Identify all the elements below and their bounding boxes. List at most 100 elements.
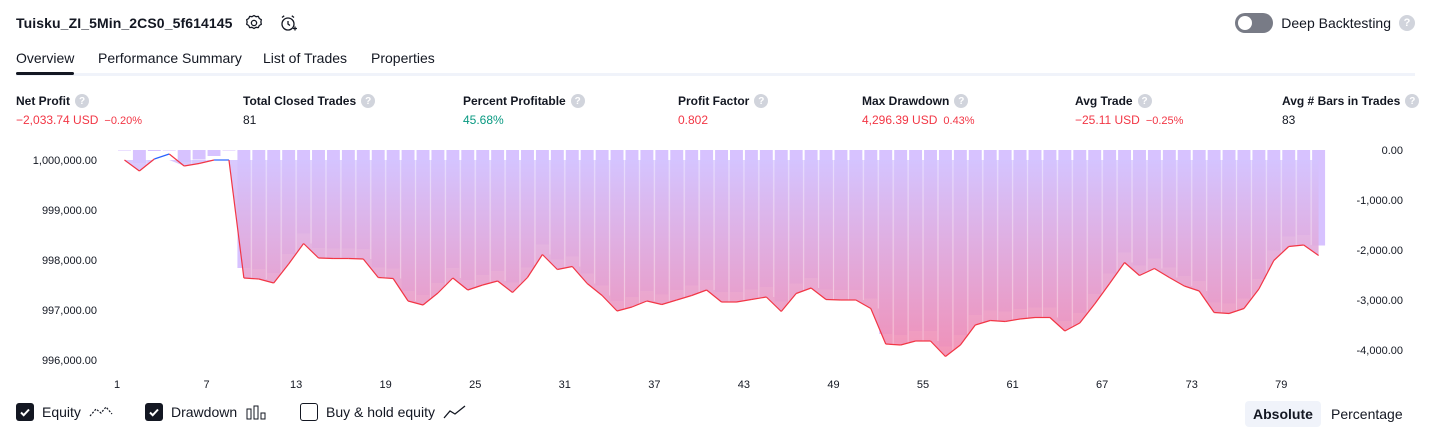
equity-checkbox[interactable] xyxy=(16,403,34,421)
equity-line-segment xyxy=(1169,276,1185,287)
deep-backtesting-toggle[interactable] xyxy=(1235,13,1274,33)
metric-avg-bars-in-trades: Avg # Bars in Trades? 83 xyxy=(1282,94,1420,127)
equity-line-segment xyxy=(303,243,319,259)
equity-line-segment xyxy=(1094,283,1111,305)
equity-line-segment xyxy=(198,159,215,165)
drawdown-bars-icon xyxy=(246,405,266,420)
equity-line-segment xyxy=(407,300,424,306)
report-tabs: Overview Performance Summary List of Tra… xyxy=(16,48,1415,76)
metric-label: Total Closed Trades xyxy=(243,94,357,108)
equity-line-segment xyxy=(765,296,782,312)
equity-line-segment xyxy=(959,324,976,346)
left-axis-tick-label: 1,000,000.00 xyxy=(33,155,97,167)
buy-hold-checkbox[interactable] xyxy=(300,403,318,421)
tab-list-of-trades[interactable]: List of Trades xyxy=(263,50,348,66)
metric-total-closed-trades: Total Closed Trades? 81 xyxy=(243,94,376,127)
equity-line-segment xyxy=(706,289,722,303)
help-icon[interactable]: ? xyxy=(954,94,969,108)
deep-backtesting-label: Deep Backtesting xyxy=(1281,15,1391,31)
help-icon[interactable]: ? xyxy=(570,94,585,108)
settings-gear-icon[interactable] xyxy=(244,13,264,33)
x-axis-tick-label: 61 xyxy=(1006,379,1018,391)
right-axis-tick-label: 0.00 xyxy=(1382,145,1403,157)
drawdown-bar xyxy=(147,150,161,151)
equity-drawdown-chart[interactable]: 1,000,000.00 999,000.00 998,000.00 997,000.… xyxy=(0,138,1431,396)
equity-line-segment xyxy=(541,254,558,270)
legend-equity[interactable]: Equity xyxy=(16,403,113,421)
x-axis-tick-label: 37 xyxy=(648,379,660,391)
deep-backtesting-help-icon[interactable]: ? xyxy=(1399,15,1415,31)
drawdown-bar xyxy=(177,150,191,162)
left-axis-tick-label: 998,000.00 xyxy=(42,255,97,267)
absolute-mode-button[interactable]: Absolute xyxy=(1245,401,1321,427)
help-icon[interactable]: ? xyxy=(75,94,89,108)
legend-drawdown[interactable]: Drawdown xyxy=(145,403,267,421)
x-axis-tick-label: 49 xyxy=(827,379,839,391)
x-axis-tick-label: 25 xyxy=(469,379,481,391)
toggle-knob xyxy=(1238,16,1253,30)
equity-line-segment xyxy=(422,292,439,306)
metric-net-profit: Net Profit? −2,033.74 USD −0.20% xyxy=(16,94,142,127)
tab-overview[interactable]: Overview xyxy=(16,50,75,75)
x-axis-tick-label: 79 xyxy=(1275,379,1287,391)
x-axis-tick-label: 19 xyxy=(380,379,392,391)
percentage-mode-button[interactable]: Percentage xyxy=(1331,406,1403,422)
equity-line-segment xyxy=(228,159,245,279)
tab-properties[interactable]: Properties xyxy=(371,50,435,66)
equity-line-segment xyxy=(586,283,603,296)
metric-value: −25.11 USD xyxy=(1075,113,1140,127)
metric-profit-factor: Profit Factor? 0.802 xyxy=(678,94,769,127)
deep-backtesting-control: Deep Backtesting ? xyxy=(1235,13,1415,33)
help-icon[interactable]: ? xyxy=(1405,94,1420,108)
equity-line-segment xyxy=(1079,303,1096,324)
help-icon[interactable]: ? xyxy=(361,94,376,108)
legend-label: Equity xyxy=(42,404,81,420)
legend-buy-hold-equity[interactable]: Buy & hold equity xyxy=(300,403,467,421)
metric-label: Profit Factor xyxy=(678,94,750,108)
help-icon[interactable]: ? xyxy=(1137,94,1152,108)
equity-line-segment xyxy=(243,277,259,280)
equity-line-segment xyxy=(467,284,483,291)
equity-line-segment xyxy=(482,280,498,286)
metric-value: 4,296.39 USD xyxy=(862,113,938,127)
x-axis-tick-label: 13 xyxy=(290,379,302,391)
right-axis-tick-label: -1,000.00 xyxy=(1357,195,1403,207)
drawdown-checkbox[interactable] xyxy=(145,403,163,421)
right-axis-tick-label: -4,000.00 xyxy=(1357,345,1403,357)
metric-percent: −0.20% xyxy=(104,115,143,127)
equity-line-segment xyxy=(258,278,274,284)
equity-line-segment xyxy=(1214,311,1230,315)
equity-line-segment xyxy=(497,280,513,293)
equity-line-segment xyxy=(362,258,379,278)
drawdown-bar xyxy=(222,150,236,151)
equity-line-segment xyxy=(124,159,140,172)
equity-line-segment xyxy=(1109,262,1126,284)
equity-line-segment xyxy=(601,295,618,312)
help-icon[interactable]: ? xyxy=(754,94,769,108)
equity-line-segment xyxy=(392,278,409,302)
x-axis-tick-label: 67 xyxy=(1096,379,1108,391)
metric-value: 81 xyxy=(243,113,257,127)
equity-line-segment xyxy=(378,276,394,280)
equity-line-segment xyxy=(751,296,767,301)
tab-performance-summary[interactable]: Performance Summary xyxy=(98,50,242,66)
drawdown-bar xyxy=(118,150,131,151)
metric-value: 45.68% xyxy=(463,113,504,127)
equity-line-segment xyxy=(1139,267,1155,277)
equity-line-segment xyxy=(168,153,185,167)
equity-line-segment xyxy=(571,266,588,284)
equity-line-segment xyxy=(900,340,916,346)
equity-line-segment xyxy=(139,158,155,172)
equity-line-segment xyxy=(616,306,633,312)
metric-percent-profitable: Percent Profitable? 45.68% xyxy=(463,94,585,127)
equity-line-segment xyxy=(1198,290,1215,313)
metric-percent: 0.43% xyxy=(943,115,975,127)
alert-clock-icon[interactable] xyxy=(278,13,298,33)
x-axis-tick-label: 31 xyxy=(559,379,571,391)
equity-line-segment xyxy=(885,343,901,346)
metric-label: Percent Profitable xyxy=(463,94,566,108)
equity-line-segment xyxy=(945,344,961,357)
equity-line-segment xyxy=(661,299,677,306)
equity-line-icon xyxy=(89,406,113,417)
buyhold-line-icon xyxy=(443,405,466,419)
